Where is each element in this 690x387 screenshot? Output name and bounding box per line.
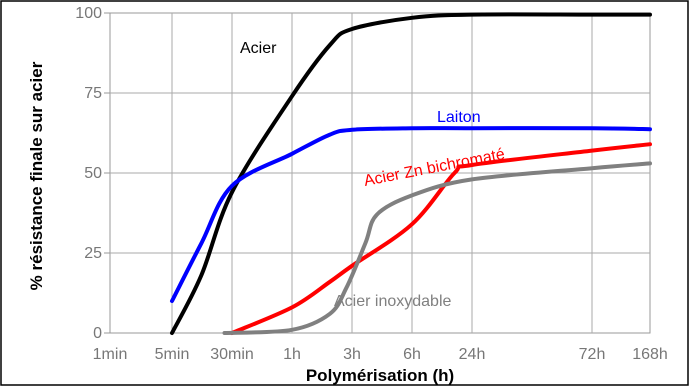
- x-tick-label: 168h: [632, 346, 668, 363]
- series-line-laiton: [170, 126, 652, 303]
- x-tick-label: 1h: [283, 346, 301, 363]
- series-line-acier-zn-bichromate: [230, 142, 652, 335]
- y-tick-label: 50: [84, 165, 102, 182]
- series-label-acier: Acier: [240, 40, 277, 57]
- x-tick-label: 24h: [459, 346, 486, 363]
- series-line-acier-inoxydable: [222, 161, 652, 335]
- series-label-acier-inoxydable: Acier inoxydable: [334, 293, 452, 310]
- x-axis-title: Polymérisation (h): [306, 366, 454, 385]
- x-tick-labels: 1min 5min 30min 1h 3h 6h 24h 72h 168h: [93, 346, 668, 363]
- x-tick-label: 30min: [210, 346, 254, 363]
- y-tick-labels: 0 25 50 75 100: [75, 5, 102, 342]
- x-tick-label: 1min: [93, 346, 128, 363]
- series-line-acier: [170, 12, 652, 335]
- series-label-laiton: Laiton: [437, 109, 481, 126]
- y-tick-label: 100: [75, 5, 102, 22]
- series-lines: [170, 12, 652, 335]
- x-tick-label: 5min: [155, 346, 190, 363]
- y-axis-title: % résistance finale sur acier: [27, 61, 46, 290]
- x-tick-label: 72h: [579, 346, 606, 363]
- y-tick-label: 0: [93, 325, 102, 342]
- y-tick-label: 25: [84, 245, 102, 262]
- x-tick-label: 6h: [403, 346, 421, 363]
- x-tick-label: 3h: [343, 346, 361, 363]
- y-tick-label: 75: [84, 85, 102, 102]
